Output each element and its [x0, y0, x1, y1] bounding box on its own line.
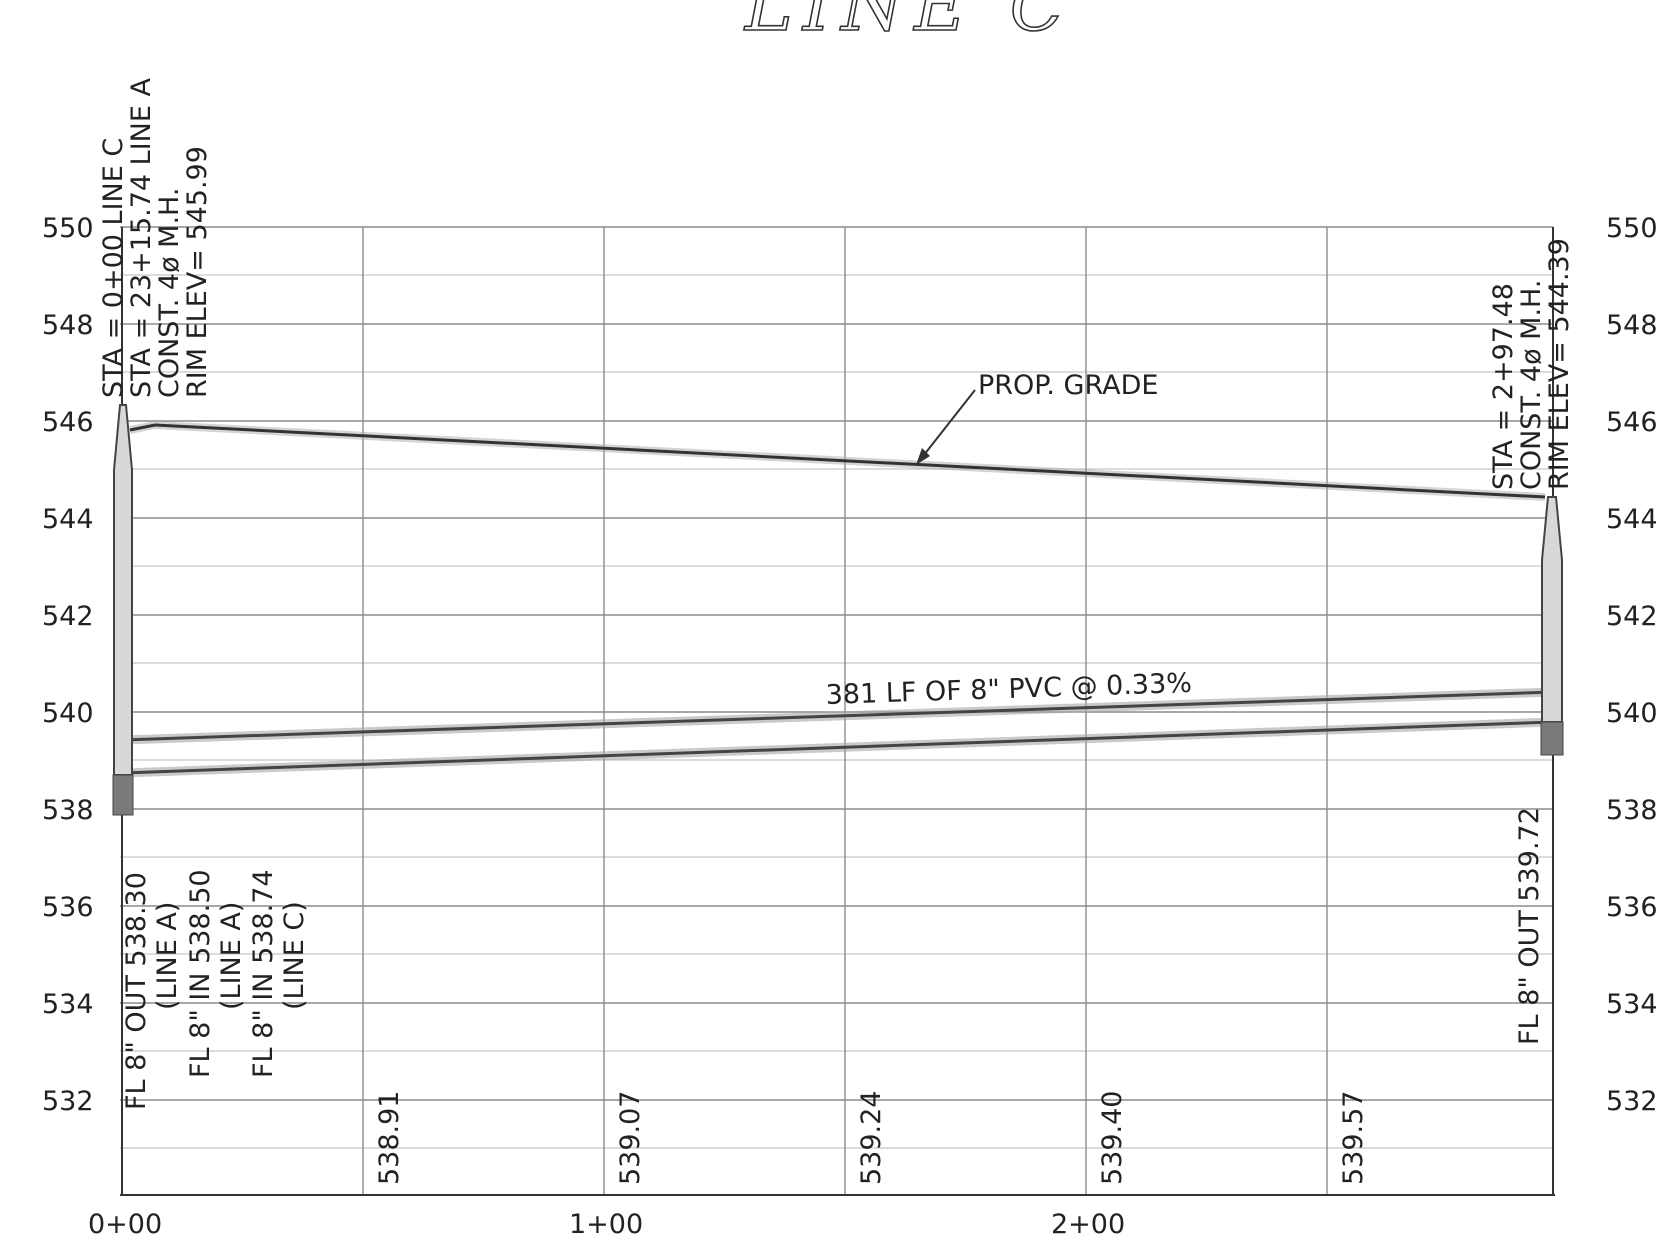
invert-label: 538.91 [374, 1091, 405, 1185]
start-fl-out-line: (LINE A) [152, 902, 183, 1010]
station-0-00: 0+00 [88, 1209, 162, 1240]
right-elevation-axis: 550 548 546 544 542 540 538 536 534 532 [1606, 213, 1658, 1117]
invert-label: 539.07 [615, 1091, 646, 1185]
start-manhole-notes: STA = 0+00 LINE C STA = 23+15.74 LINE A … [98, 78, 310, 1110]
proposed-grade-line [129, 420, 1546, 501]
left-elevation-axis: 550 548 546 544 542 540 538 536 534 532 [42, 213, 94, 1117]
end-manhole [1540, 496, 1564, 756]
left-tick-544: 544 [42, 504, 94, 535]
prop-grade-arrowhead [916, 448, 930, 465]
left-tick-532: 532 [42, 1086, 94, 1117]
right-tick-544: 544 [1606, 504, 1658, 535]
right-tick-542: 542 [1606, 601, 1658, 632]
right-tick-538: 538 [1606, 795, 1658, 826]
start-const-mh: CONST. 4ø M.H. [154, 188, 185, 398]
pipe-profile [121, 687, 1554, 778]
start-fl-in-a: FL 8" IN 538.50 [185, 869, 216, 1078]
invert-label: 539.24 [856, 1091, 887, 1185]
invert-label: 539.57 [1338, 1091, 1369, 1185]
start-sta-line-a: STA = 23+15.74 LINE A [126, 78, 157, 398]
right-tick-550: 550 [1606, 213, 1658, 244]
start-rim-elev: RIM ELEV= 545.99 [182, 146, 213, 398]
left-tick-536: 536 [42, 892, 94, 923]
left-tick-542: 542 [42, 601, 94, 632]
end-const-mh: CONST. 4ø M.H. [1516, 280, 1547, 490]
drawing-title: LINE C [743, 0, 1075, 47]
end-manhole-notes: STA = 2+97.48 CONST. 4ø M.H. RIM ELEV= 5… [1488, 238, 1575, 1045]
left-tick-550: 550 [42, 213, 94, 244]
right-tick-532: 532 [1606, 1086, 1658, 1117]
right-tick-540: 540 [1606, 698, 1658, 729]
major-grid-horizontal [120, 226, 1553, 1101]
left-tick-546: 546 [42, 407, 94, 438]
prop-grade-leader [919, 389, 976, 461]
left-tick-534: 534 [42, 989, 94, 1020]
station-axis: 0+00 1+00 2+00 [88, 1209, 1125, 1240]
end-sta: STA = 2+97.48 [1488, 283, 1519, 490]
start-fl-out: FL 8" OUT 538.30 [121, 872, 152, 1110]
left-tick-540: 540 [42, 698, 94, 729]
major-grid-vertical [362, 227, 1328, 1195]
start-fl-in-c-line: (LINE C) [279, 901, 310, 1010]
right-tick-536: 536 [1606, 892, 1658, 923]
left-tick-548: 548 [42, 310, 94, 341]
station-1-00: 1+00 [569, 1209, 643, 1240]
left-tick-538: 538 [42, 795, 94, 826]
end-rim-elev: RIM ELEV= 544.39 [1544, 238, 1575, 490]
invert-labels: 538.91 539.07 539.24 539.40 539.57 [374, 1091, 1369, 1185]
start-fl-in-a-line: (LINE A) [216, 902, 247, 1010]
right-tick-548: 548 [1606, 310, 1658, 341]
prop-grade-label: PROP. GRADE [978, 370, 1158, 401]
invert-label: 539.40 [1097, 1091, 1128, 1185]
right-tick-534: 534 [1606, 989, 1658, 1020]
start-manhole [112, 404, 134, 816]
station-2-00: 2+00 [1051, 1209, 1125, 1240]
start-sta-line-c: STA = 0+00 LINE C [98, 138, 129, 398]
start-fl-in-c: FL 8" IN 538.74 [248, 869, 279, 1078]
minor-grid [120, 274, 1553, 1149]
end-fl-out: FL 8" OUT 539.72 [1514, 807, 1545, 1045]
right-tick-546: 546 [1606, 407, 1658, 438]
